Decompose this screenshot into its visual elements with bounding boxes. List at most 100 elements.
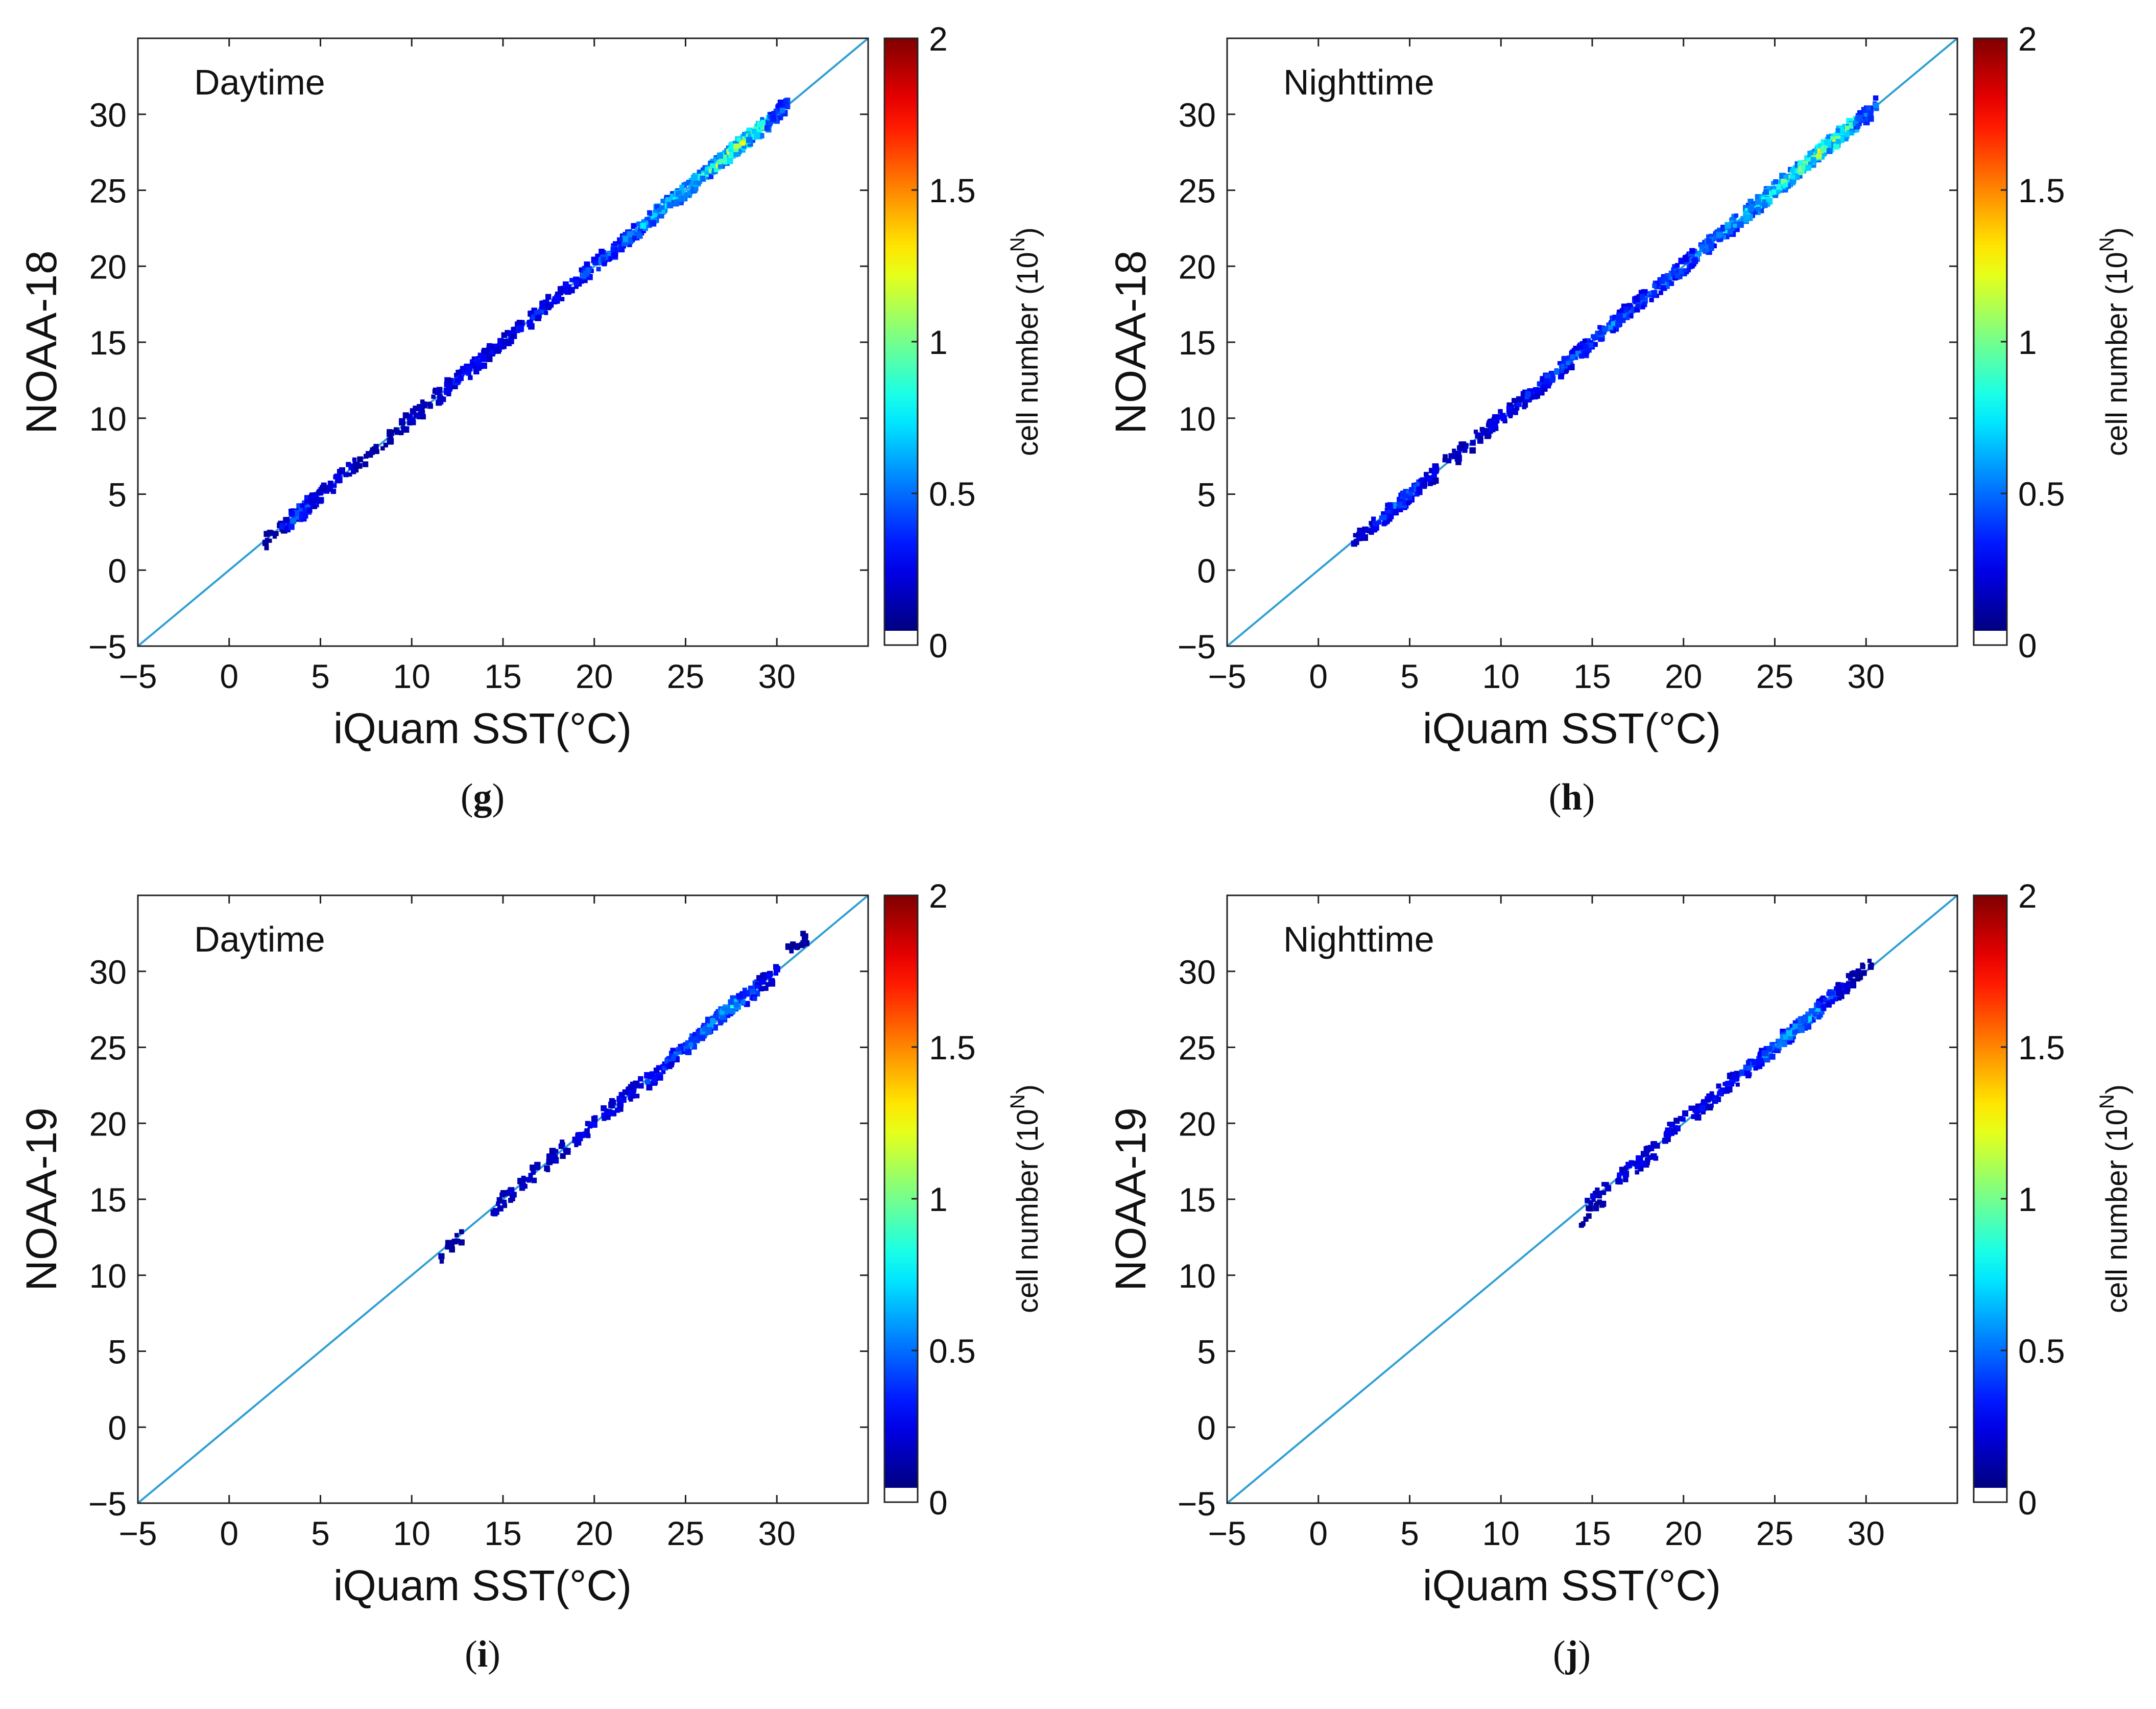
density-point <box>1593 1191 1598 1195</box>
density-point <box>366 451 372 457</box>
density-point <box>1623 1177 1628 1182</box>
density-point <box>1820 1005 1827 1011</box>
density-point <box>1828 996 1833 1002</box>
density-point <box>300 503 305 508</box>
density-point <box>1595 1188 1600 1193</box>
colorbar-tick-label: 0.5 <box>2018 1332 2065 1370</box>
density-point <box>383 442 388 447</box>
density-point <box>393 427 399 433</box>
density-point <box>1652 291 1658 296</box>
density-point <box>1671 1128 1678 1135</box>
density-point <box>299 512 306 519</box>
density-point <box>1432 477 1439 484</box>
density-point <box>1844 125 1850 130</box>
density-point <box>632 231 638 237</box>
density-point <box>1781 178 1787 184</box>
density-point <box>1537 381 1542 386</box>
density-point <box>690 182 696 188</box>
density-point <box>490 346 495 351</box>
density-point <box>330 488 337 494</box>
density-point <box>1849 126 1855 133</box>
density-point <box>619 247 625 253</box>
density-point <box>449 1243 455 1248</box>
density-point <box>1386 503 1394 510</box>
density-point <box>591 1115 598 1122</box>
x-tick-label: 20 <box>1665 657 1702 695</box>
density-point <box>1406 501 1410 506</box>
y-tick-label: 20 <box>1179 1105 1216 1143</box>
density-point <box>673 1051 678 1056</box>
colorbar-tick-label: 0 <box>929 1484 948 1522</box>
density-point <box>552 1157 559 1164</box>
x-tick-label: 15 <box>484 1514 521 1552</box>
density-point <box>557 286 563 292</box>
density-point <box>785 104 790 109</box>
density-point <box>742 987 748 993</box>
density-point <box>679 184 685 190</box>
density-point <box>644 1072 651 1079</box>
density-point <box>1568 360 1573 365</box>
density-point <box>592 260 597 266</box>
density-point <box>1776 1043 1782 1049</box>
density-point <box>535 1165 540 1170</box>
density-point <box>481 362 487 369</box>
panel-annotation: Daytime <box>194 919 325 959</box>
caption-letter: g <box>473 776 492 818</box>
y-axis-label: NOAA-19 <box>1107 1107 1155 1291</box>
density-point <box>1627 312 1634 319</box>
density-point <box>1753 1065 1758 1071</box>
density-point <box>1597 1194 1602 1199</box>
density-point <box>1645 1157 1650 1162</box>
density-point <box>1611 321 1616 326</box>
colorbar-label-text: cell number (10 <box>1011 1109 1044 1313</box>
density-point <box>688 1042 693 1048</box>
density-point <box>1492 422 1498 429</box>
density-point <box>1743 1064 1749 1071</box>
density-point <box>1601 1190 1607 1195</box>
density-point <box>1432 464 1439 470</box>
density-point <box>617 1102 624 1108</box>
density-point <box>547 1154 553 1161</box>
density-point <box>516 320 522 326</box>
density-point <box>1577 347 1583 353</box>
density-point <box>1644 293 1649 298</box>
density-point <box>752 996 757 1001</box>
density-point <box>693 1036 700 1042</box>
density-point <box>545 1168 550 1172</box>
density-point <box>1824 139 1830 145</box>
density-point <box>1443 454 1448 460</box>
density-point <box>584 261 590 268</box>
density-point <box>531 1169 536 1174</box>
density-point <box>1373 521 1378 527</box>
density-point <box>1572 354 1577 360</box>
density-point <box>474 361 481 366</box>
density-point <box>758 986 764 991</box>
y-tick-label: −5 <box>88 628 127 666</box>
density-point <box>1772 192 1779 198</box>
density-point <box>1678 1115 1684 1122</box>
density-point <box>1588 340 1593 345</box>
density-point <box>1660 285 1666 291</box>
density-point <box>437 394 443 400</box>
density-point <box>440 396 446 402</box>
density-point <box>1853 121 1859 127</box>
density-point <box>1554 369 1560 375</box>
density-point <box>1543 378 1550 385</box>
density-point <box>641 219 645 224</box>
density-point <box>666 202 674 208</box>
density-point <box>364 454 369 459</box>
density-point <box>1846 973 1851 979</box>
density-point <box>729 1008 736 1014</box>
density-point <box>1493 418 1499 424</box>
density-point <box>1792 1020 1798 1026</box>
density-point <box>502 1199 507 1204</box>
density-point <box>389 431 394 436</box>
density-point <box>585 267 591 273</box>
density-point <box>1616 317 1622 323</box>
density-point <box>710 1018 715 1024</box>
density-point <box>1643 1151 1649 1157</box>
density-point <box>369 449 375 455</box>
reference-line <box>137 894 869 1504</box>
x-tick-label: 25 <box>1756 1514 1793 1552</box>
